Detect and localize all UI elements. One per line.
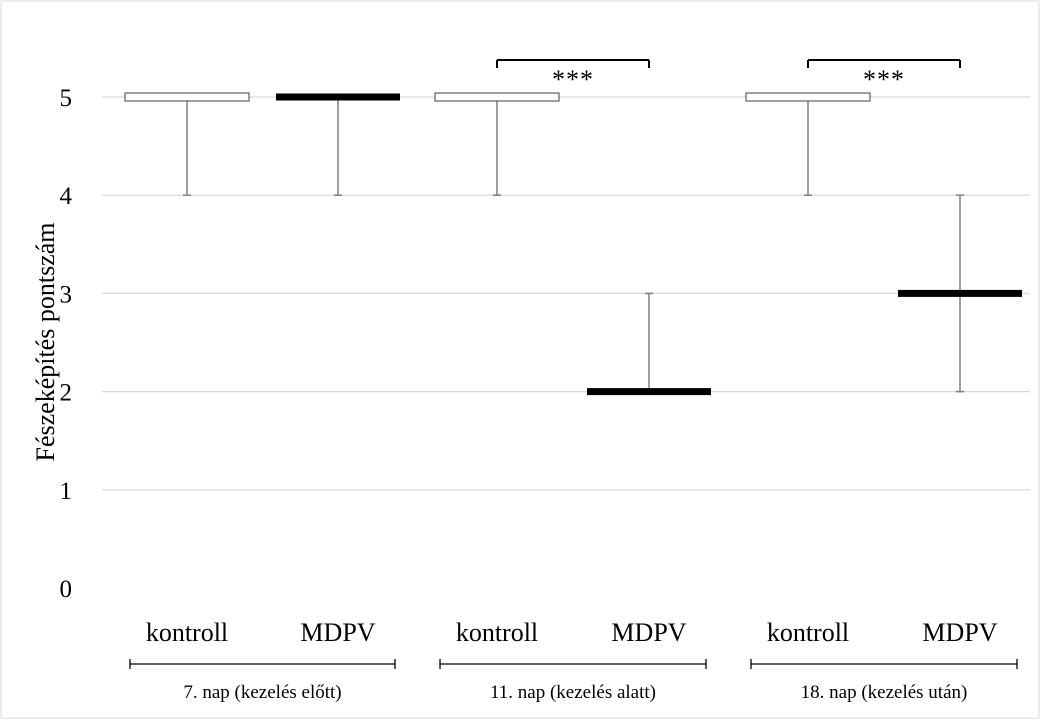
box-4 xyxy=(745,92,871,102)
boxes xyxy=(124,92,1022,396)
box-1 xyxy=(276,93,400,101)
y-tick-label-3: 3 xyxy=(60,281,73,308)
y-tick-label-4: 4 xyxy=(60,183,73,210)
axis-labels: 0 1 2 3 4 5 kontroll MDPV kontroll MDPV kontroll MD… xyxy=(60,85,1018,703)
box-0 xyxy=(124,92,250,102)
group-label-1: 11. nap (kezelés alatt) xyxy=(490,682,656,703)
group-label-0: 7. nap (kezelés előtt) xyxy=(183,682,341,703)
box-2 xyxy=(434,92,560,102)
significance-markers: *** *** xyxy=(496,59,961,94)
significance-label-0: *** xyxy=(552,65,594,94)
x-category-label-1: MDPV xyxy=(300,618,375,647)
x-category-label-0: kontroll xyxy=(146,618,228,647)
group-label-2: 18. nap (kezelés után) xyxy=(801,682,968,703)
y-tick-label-0: 0 xyxy=(60,576,73,603)
y-tick-label-1: 1 xyxy=(60,478,73,505)
box-3 xyxy=(587,388,711,396)
significance-label-1: *** xyxy=(863,65,905,94)
x-category-label-5: MDPV xyxy=(922,618,997,647)
y-axis-title: Fészeképítés pontszám xyxy=(31,223,60,462)
gridlines xyxy=(102,96,1030,491)
box-5 xyxy=(898,289,1022,297)
y-tick-label-2: 2 xyxy=(60,380,73,407)
x-category-label-3: MDPV xyxy=(611,618,686,647)
x-category-label-2: kontroll xyxy=(456,618,538,647)
x-category-label-4: kontroll xyxy=(767,618,849,647)
y-tick-label-5: 5 xyxy=(60,85,73,112)
